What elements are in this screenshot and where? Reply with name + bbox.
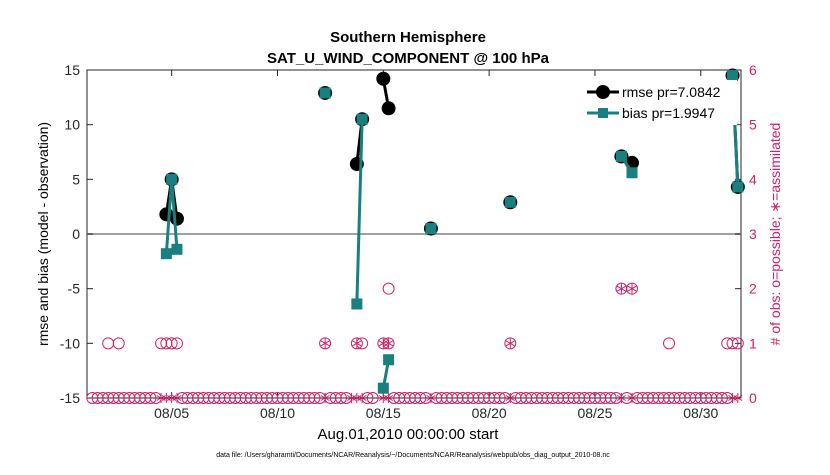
bias-point bbox=[377, 382, 389, 394]
obs-assimilated-marker bbox=[426, 393, 436, 403]
x-tick-label: 08/05 bbox=[154, 405, 189, 421]
legend: rmse pr=7.0842 bias pr=1.9947 bbox=[582, 80, 737, 125]
y-tick-label: 10 bbox=[64, 117, 80, 133]
obs-possible-marker bbox=[319, 337, 332, 350]
obs-possible-marker bbox=[382, 282, 395, 295]
obs-assimilated-marker bbox=[172, 393, 182, 403]
obs-possible-marker bbox=[170, 337, 183, 350]
rmse-point bbox=[169, 211, 184, 226]
obs-assimilated-marker bbox=[384, 393, 394, 403]
y2-axis-label: # of obs: o=possible; ∗=assimilated bbox=[767, 123, 783, 346]
data-file-footnote: data file: /Users/gharamti/Documents/NCA… bbox=[216, 452, 610, 459]
bias-point bbox=[166, 173, 178, 185]
obs-possible-marker bbox=[350, 337, 363, 350]
obs-assimilated-marker bbox=[320, 338, 330, 349]
legend-marker-rmse bbox=[596, 85, 610, 99]
y-tick-label: 0 bbox=[72, 226, 80, 242]
obs-possible-marker bbox=[731, 337, 744, 350]
y2-tick-label: 2 bbox=[749, 281, 757, 297]
obs-assimilated-marker bbox=[627, 393, 637, 403]
obs-possible-marker bbox=[604, 392, 617, 404]
obs-possible-marker bbox=[165, 337, 178, 350]
rmse-point bbox=[381, 101, 396, 116]
obs-possible-marker bbox=[334, 392, 347, 404]
obs-possible-marker bbox=[493, 392, 506, 404]
bias-point bbox=[626, 167, 638, 179]
chart-title: Southern Hemisphere bbox=[330, 29, 486, 46]
bias-point bbox=[732, 181, 744, 193]
obs-possible-marker bbox=[626, 282, 638, 295]
y-tick-label: -15 bbox=[60, 390, 80, 406]
bias-point bbox=[504, 196, 516, 208]
obs-assimilated-marker bbox=[505, 393, 515, 403]
obs-possible-marker bbox=[144, 392, 157, 404]
x-axis-label: Aug.01,2010 00:00:00 start bbox=[318, 426, 500, 443]
y2-tick-label: 5 bbox=[749, 117, 757, 133]
y2-tick-label: 0 bbox=[749, 390, 757, 406]
bias-point bbox=[171, 243, 183, 255]
x-tick-label: 08/30 bbox=[683, 405, 718, 421]
bias-line bbox=[355, 119, 364, 305]
obs-assimilated-marker bbox=[616, 283, 627, 294]
obs-possible-marker bbox=[504, 337, 517, 350]
obs-possible-marker bbox=[112, 337, 125, 350]
obs-possible-marker bbox=[726, 337, 739, 350]
y-tick-label: 5 bbox=[72, 171, 80, 187]
y2-tick-label: 6 bbox=[749, 62, 757, 78]
y-tick-label: 15 bbox=[64, 62, 80, 78]
x-tick-label: 08/25 bbox=[577, 405, 612, 421]
obs-possible-marker bbox=[414, 392, 427, 404]
bias-point bbox=[383, 354, 395, 366]
bias-point bbox=[351, 298, 363, 310]
y-tick-label: -5 bbox=[68, 281, 81, 297]
x-tick-label: 08/10 bbox=[260, 405, 295, 421]
obs-assimilated-marker bbox=[505, 338, 515, 349]
obs-possible-marker bbox=[366, 392, 379, 404]
legend-marker-bias bbox=[598, 108, 608, 118]
obs-assimilated-marker bbox=[733, 393, 743, 403]
obs-assimilated-marker bbox=[352, 338, 362, 349]
rmse-point bbox=[376, 71, 391, 86]
x-tick-label: 08/15 bbox=[366, 405, 401, 421]
obs-assimilated-marker bbox=[384, 338, 394, 349]
legend-label-rmse: rmse pr=7.0842 bbox=[622, 84, 721, 100]
obs-assimilated-marker bbox=[320, 393, 330, 403]
obs-assimilated-marker bbox=[627, 283, 637, 294]
x-tick-label: 08/20 bbox=[472, 405, 507, 421]
bias-point bbox=[727, 69, 739, 81]
y-tick-label: -10 bbox=[60, 335, 80, 351]
obs-possible-marker bbox=[715, 392, 728, 404]
chart-subtitle: SAT_U_WIND_COMPONENT @ 100 hPa bbox=[267, 50, 550, 67]
bias-point bbox=[356, 113, 368, 125]
bias-point bbox=[615, 150, 627, 162]
bias-point bbox=[425, 223, 437, 235]
legend-label-bias: bias pr=1.9947 bbox=[622, 105, 715, 121]
obs-possible-marker bbox=[308, 392, 321, 404]
y2-tick-label: 3 bbox=[749, 226, 757, 242]
y2-tick-label: 4 bbox=[749, 171, 757, 187]
bias-point bbox=[319, 87, 331, 99]
y-axis-label: rmse and bias (model - observation) bbox=[35, 122, 51, 346]
obs-assimilated-marker bbox=[616, 393, 627, 403]
y2-tick-label: 1 bbox=[749, 335, 757, 351]
obs-assimilated-marker bbox=[357, 393, 367, 403]
bias-point bbox=[160, 248, 172, 260]
obs-possible-marker bbox=[663, 337, 676, 350]
